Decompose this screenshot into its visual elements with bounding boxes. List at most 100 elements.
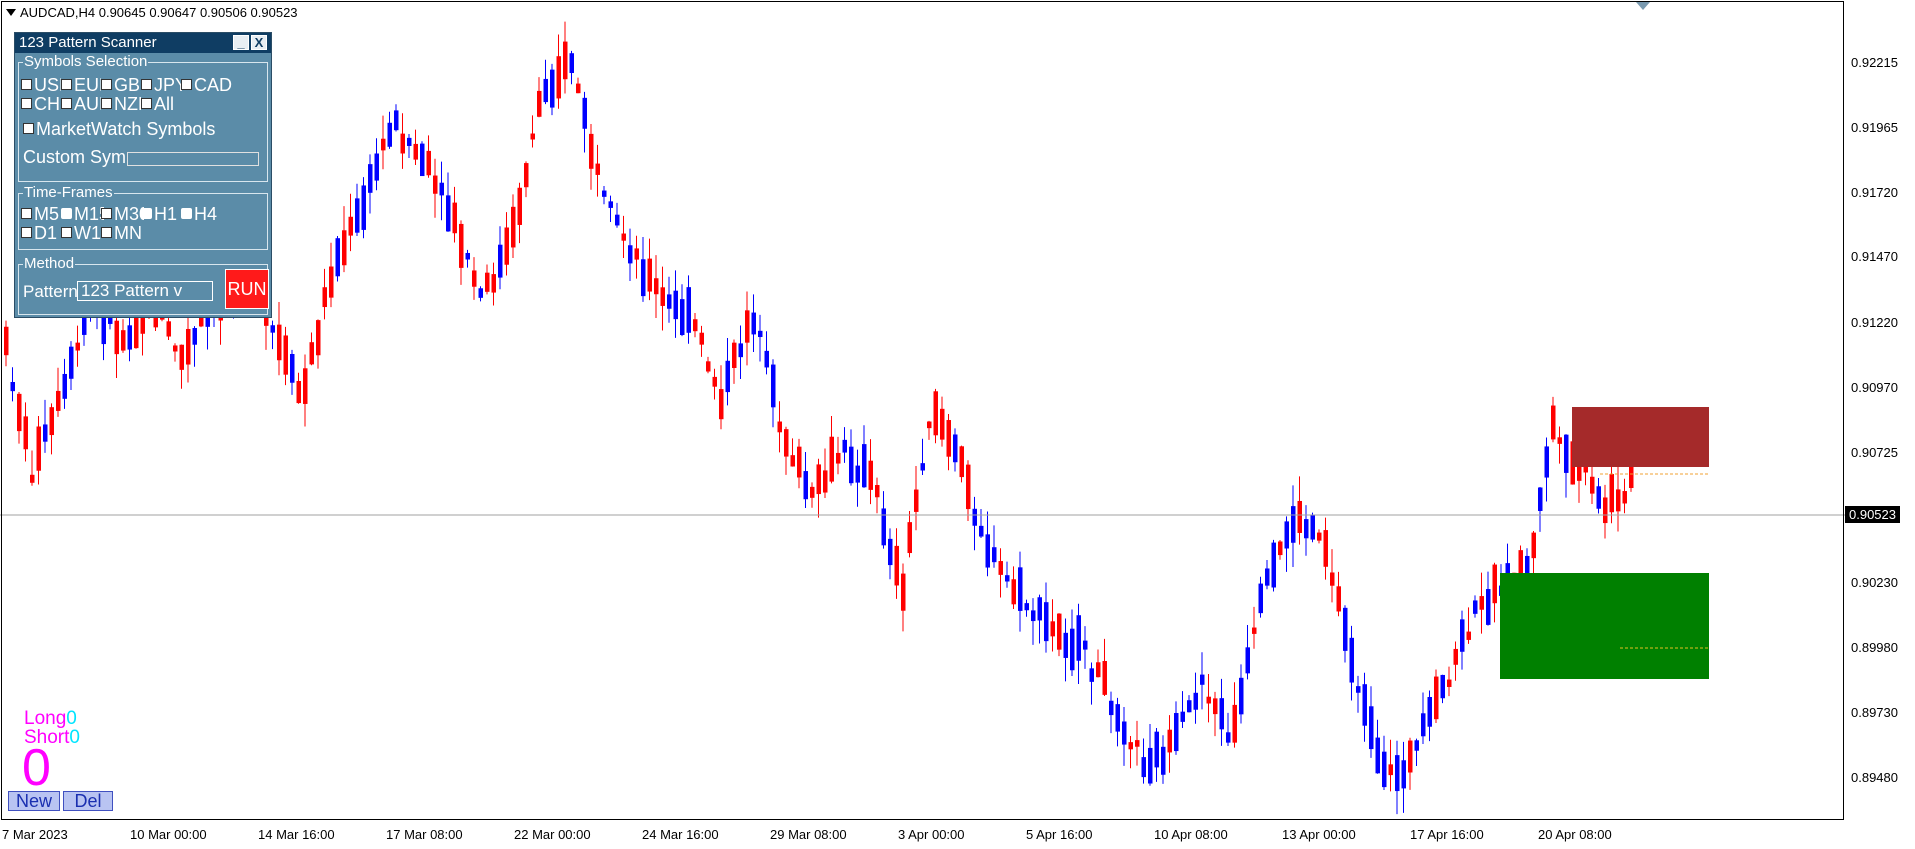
pattern-select[interactable]: 123 Pattern v [77,281,213,301]
checkbox-label: AUD [74,95,101,113]
checkbox-box[interactable] [101,227,112,238]
checkbox-box[interactable] [61,227,72,238]
run-button[interactable]: RUN [225,269,269,309]
checkbox-m30[interactable]: M30 [101,205,144,223]
checkbox-m5[interactable]: M5 [21,205,59,223]
bear-candle [1616,489,1621,512]
checkbox-label: JPY [154,76,184,94]
del-button[interactable]: Del [63,791,113,811]
checkbox-chf[interactable]: CHF [21,95,61,113]
bear-candle [1128,742,1133,750]
bear-candle [114,320,119,355]
bull-candle [979,525,984,537]
checkbox-box[interactable] [101,98,112,109]
price-tick-label: 0.91470 [1851,249,1898,264]
checkbox-h1[interactable]: H1 [141,205,177,223]
scanner-title: 123 Pattern Scanner [19,34,157,51]
checkbox-box[interactable] [141,79,152,90]
bear-candle [1213,698,1218,715]
bear-candle [56,390,61,411]
checkbox-usd[interactable]: USD [21,76,61,94]
checkbox-nzd[interactable]: NZD [101,95,141,113]
bear-candle [511,206,516,248]
short-count: Short0 [24,727,80,749]
checkbox-d1[interactable]: D1 [21,224,57,242]
bull-candle [361,185,366,230]
bull-candle [972,508,977,526]
checkbox-eur[interactable]: EUR [61,76,101,94]
checkbox-box[interactable] [21,208,32,219]
checkbox-box[interactable] [181,79,192,90]
checkbox-box[interactable] [21,98,32,109]
bid-price-label: 0.90523 [1845,506,1900,523]
bear-candle [790,455,795,467]
scanner-title-bar[interactable]: 123 Pattern Scanner _ X [15,33,271,53]
bear-candle [777,421,782,433]
price-tick-label: 0.90230 [1851,575,1898,590]
bear-candle [621,233,626,241]
checkbox-box[interactable] [21,79,32,90]
checkbox-box[interactable] [101,79,112,90]
bull-candle [543,78,548,103]
bull-candle [1486,589,1491,625]
checkbox-all[interactable]: All [141,95,174,113]
bear-candle [452,202,457,234]
bear-candle [836,452,841,464]
bull-candle [1154,731,1159,768]
bull-candle [985,534,990,568]
checkbox-box[interactable] [141,98,152,109]
bull-candle [290,353,295,383]
time-tick-label: 22 Mar 00:00 [514,827,591,842]
checkbox-aud[interactable]: AUD [61,95,101,113]
bull-candle [1349,637,1354,683]
bear-candle [1447,679,1452,687]
bear-candle [712,376,717,387]
new-button[interactable]: New [8,791,60,811]
bull-candle [1219,698,1224,730]
symbols-group: Symbols Selection [18,53,268,182]
checkbox-cad[interactable]: CAD [181,76,232,94]
checkbox-box[interactable] [61,79,72,90]
checkbox-m15[interactable]: M15 [61,205,104,223]
checkbox-box[interactable] [141,208,152,219]
marketwatch-checkbox[interactable]: MarketWatch Symbols [23,120,215,138]
checkbox-box[interactable] [181,208,192,219]
bull-candle [1141,757,1146,778]
checkbox-w1[interactable]: W1 [61,224,101,242]
checkbox-box[interactable] [21,227,32,238]
bull-candle [1291,506,1296,543]
close-button[interactable]: X [251,35,267,50]
marketwatch-label: MarketWatch Symbols [36,119,216,139]
bear-candle [1102,661,1107,695]
chevron-down-icon[interactable] [6,9,16,16]
bear-candle [589,133,594,169]
custom-symbols-input[interactable] [127,152,259,166]
symbols-group-label: Symbols Selection [24,53,148,70]
bear-candle [1434,676,1439,720]
checkbox-box[interactable] [101,208,112,219]
price-chart[interactable] [0,0,1845,820]
bear-candle [36,426,41,471]
checkbox-box[interactable] [61,98,72,109]
bull-candle [608,201,613,208]
checkbox-box[interactable] [61,208,72,219]
checkbox-mn[interactable]: MN [101,224,142,242]
bull-candle [582,97,587,129]
bull-candle [602,190,607,197]
time-tick-label: 24 Mar 16:00 [642,827,719,842]
bull-candle [1239,677,1244,715]
checkbox-gbp[interactable]: GBP [101,76,141,94]
minimize-button[interactable]: _ [233,35,249,50]
bear-candle [186,328,191,365]
bull-candle [680,299,685,336]
bear-candle [699,332,704,345]
checkbox-jpy[interactable]: JPY [141,76,184,94]
checkbox-label: H1 [154,205,178,223]
bear-candle [1479,596,1484,610]
checkbox-h4[interactable]: H4 [181,205,217,223]
time-tick-label: 17 Apr 16:00 [1410,827,1484,842]
price-tick-label: 0.92215 [1851,55,1898,70]
checkbox-label: M15 [74,205,104,223]
marketwatch-box[interactable] [23,123,34,134]
